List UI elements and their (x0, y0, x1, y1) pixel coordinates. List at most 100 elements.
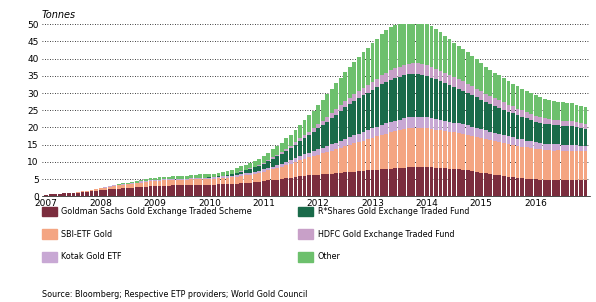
Bar (63, 193, 66, 196)
Bar (420, 167, 424, 196)
Bar (89, 190, 94, 191)
Bar (226, 171, 229, 175)
Bar (498, 108, 501, 134)
Bar (529, 114, 533, 120)
Bar (284, 178, 288, 196)
Bar (552, 101, 555, 120)
Bar (49, 194, 52, 196)
Bar (425, 76, 429, 117)
Bar (430, 167, 433, 196)
Text: Source: Bloomberg; Respective ETP providers; World Gold Council: Source: Bloomberg; Respective ETP provid… (42, 290, 307, 299)
Bar (511, 106, 515, 113)
Bar (343, 172, 347, 196)
Bar (235, 175, 238, 177)
Bar (76, 192, 80, 196)
Bar (402, 76, 406, 118)
Bar (321, 153, 325, 174)
Bar (352, 62, 356, 95)
Bar (190, 178, 193, 179)
Bar (398, 120, 402, 130)
Bar (362, 52, 365, 88)
Bar (289, 160, 293, 164)
Bar (561, 121, 565, 126)
Bar (321, 125, 325, 148)
Bar (538, 97, 542, 117)
Bar (357, 171, 361, 196)
Bar (516, 178, 520, 196)
Bar (294, 177, 297, 196)
Text: Kotak Gold ETF: Kotak Gold ETF (61, 252, 122, 261)
Bar (343, 101, 347, 108)
Bar (566, 150, 569, 180)
Bar (402, 129, 406, 168)
Bar (266, 160, 270, 161)
Bar (280, 154, 284, 164)
Bar (226, 176, 229, 178)
Bar (570, 150, 574, 180)
Bar (561, 145, 565, 150)
Bar (203, 174, 207, 178)
Bar (362, 132, 365, 140)
Bar (393, 78, 397, 120)
Bar (58, 194, 62, 196)
Bar (479, 63, 483, 91)
Bar (67, 192, 71, 193)
Bar (384, 134, 388, 169)
Bar (529, 148, 533, 179)
Bar (529, 93, 533, 114)
Bar (298, 125, 302, 138)
Bar (570, 103, 574, 121)
Bar (343, 146, 347, 172)
Bar (516, 86, 520, 109)
Bar (430, 26, 433, 67)
Bar (407, 117, 411, 128)
Bar (479, 91, 483, 100)
Bar (253, 167, 257, 172)
Bar (171, 180, 175, 185)
Bar (298, 138, 302, 141)
Bar (249, 162, 252, 168)
Bar (398, 77, 402, 120)
Bar (348, 104, 352, 137)
Bar (221, 172, 225, 176)
Bar (126, 188, 130, 196)
Bar (407, 167, 411, 196)
Bar (357, 142, 361, 171)
Bar (380, 76, 383, 85)
Bar (547, 180, 551, 196)
Bar (470, 127, 474, 136)
Bar (244, 165, 247, 170)
Bar (148, 186, 153, 196)
Bar (271, 169, 275, 180)
Bar (511, 137, 515, 145)
Bar (162, 177, 166, 179)
Bar (448, 75, 452, 85)
Bar (139, 180, 144, 182)
Bar (375, 79, 379, 87)
Bar (230, 174, 234, 176)
Bar (348, 145, 352, 172)
Bar (366, 93, 370, 130)
Bar (511, 177, 515, 196)
Bar (212, 185, 216, 196)
Bar (575, 105, 578, 122)
Bar (566, 126, 569, 145)
Bar (131, 184, 134, 188)
Bar (284, 149, 288, 151)
Bar (393, 169, 397, 196)
Bar (371, 90, 374, 128)
Bar (479, 138, 483, 172)
Bar (230, 177, 234, 184)
Bar (416, 117, 420, 128)
Bar (371, 170, 374, 196)
Bar (561, 126, 565, 145)
Bar (126, 183, 130, 184)
Bar (298, 160, 302, 176)
Bar (312, 156, 315, 175)
Bar (131, 182, 134, 183)
Bar (357, 134, 361, 142)
Bar (207, 179, 212, 185)
Bar (357, 91, 361, 98)
Bar (384, 123, 388, 134)
Bar (570, 180, 574, 196)
